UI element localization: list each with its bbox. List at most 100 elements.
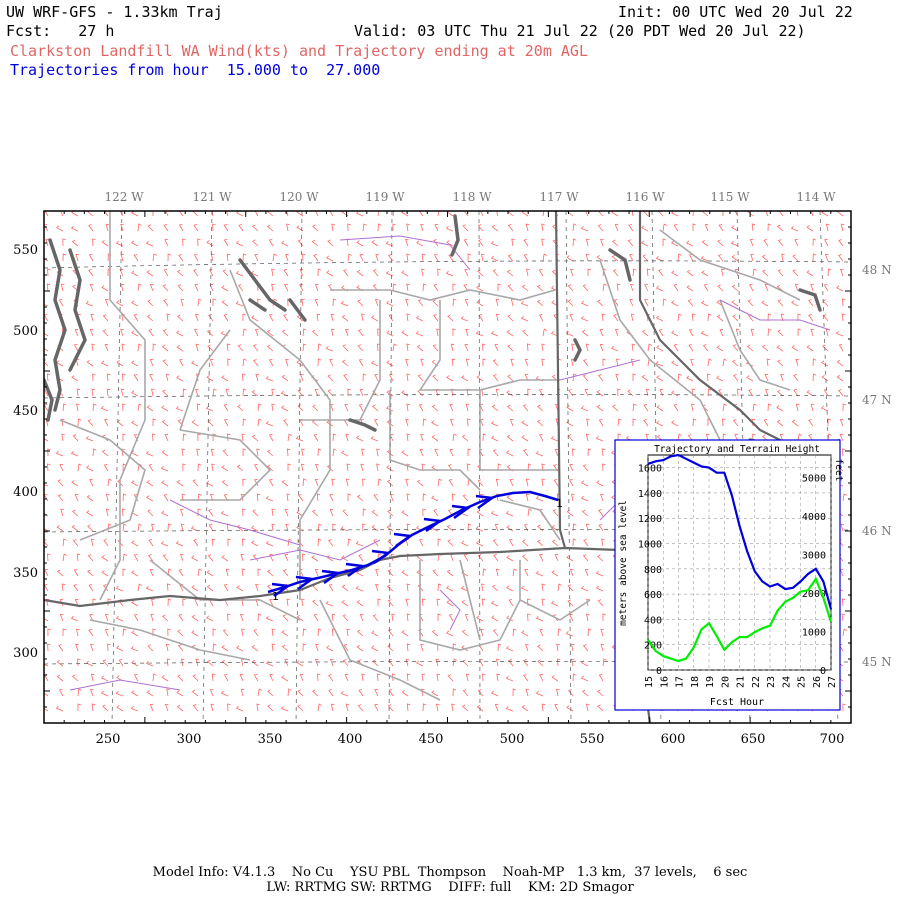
- wind-barb: [345, 329, 349, 337]
- wind-barb: [87, 524, 94, 532]
- wind-barb: [56, 659, 64, 667]
- wind-barb: [406, 313, 410, 322]
- wind-barb: [192, 674, 199, 682]
- wind-barb: [392, 343, 397, 352]
- wind-barb: [302, 628, 307, 637]
- wind-barb: [433, 254, 439, 262]
- wind-barb: [239, 673, 244, 682]
- wind-barb: [405, 658, 410, 667]
- wind-barb: [597, 224, 604, 232]
- wind-barb: [88, 584, 94, 592]
- wind-barb: [523, 449, 529, 457]
- wind-barb: [794, 238, 799, 247]
- wind-barb: [597, 299, 604, 307]
- wind-barb: [377, 478, 382, 487]
- wind-barb: [568, 389, 574, 397]
- wind-barb: [343, 374, 349, 382]
- wind-barb: [149, 568, 154, 577]
- wind-barb: [507, 374, 514, 382]
- wind-barb: [522, 554, 529, 562]
- wind-barb: [91, 343, 95, 352]
- wind-barb: [327, 389, 334, 397]
- grid-y-label: 300: [13, 646, 38, 661]
- wind-barb: [74, 598, 79, 607]
- wind-barb: [91, 703, 96, 712]
- wind-barb: [328, 584, 334, 592]
- wind-barb: [130, 646, 139, 652]
- wind-barb: [655, 285, 664, 292]
- wind-barb: [566, 555, 574, 562]
- wind-barb: [326, 270, 334, 277]
- wind-barb: [406, 523, 411, 532]
- wind-barb: [460, 316, 469, 322]
- wind-barb: [160, 465, 169, 472]
- wind-barb: [476, 300, 484, 307]
- wind-barb: [251, 644, 259, 652]
- wind-barb: [671, 300, 679, 307]
- wind-barb: [490, 690, 499, 697]
- wind-barb: [717, 254, 724, 262]
- lat-label: 45 N: [862, 655, 892, 669]
- wind-barb: [206, 659, 214, 667]
- wind-barb: [822, 344, 829, 352]
- wind-barb: [525, 644, 529, 652]
- wind-barb: [791, 300, 799, 307]
- wind-barb: [537, 539, 544, 547]
- wind-barb: [420, 358, 424, 367]
- wind-barb: [242, 478, 246, 487]
- wind-barb: [106, 373, 111, 382]
- wind-barb: [838, 389, 844, 397]
- wind-barb: [163, 224, 169, 232]
- wind-barb: [491, 224, 499, 232]
- wind-barb: [629, 298, 634, 307]
- wind-barb: [371, 360, 379, 367]
- wind-barb: [257, 688, 262, 697]
- wind-barb: [630, 313, 635, 322]
- wind-barb: [716, 300, 724, 307]
- wind-barb: [541, 463, 545, 472]
- wind-barb: [265, 495, 274, 502]
- wind-barb: [331, 613, 336, 622]
- trajectory-arrow: [393, 532, 414, 548]
- wind-barb: [196, 403, 201, 412]
- wind-barb: [242, 253, 247, 262]
- wind-barb: [296, 360, 304, 367]
- wind-barb: [60, 283, 65, 292]
- wind-barb: [704, 223, 709, 232]
- wind-barb: [797, 328, 802, 337]
- wind-barb: [104, 343, 109, 352]
- wind-barb: [422, 418, 427, 427]
- model-info-line1: Model Info: V4.1.3 No Cu YSU PBL Thompso…: [152, 865, 748, 880]
- wind-barb: [373, 539, 379, 547]
- wind-barb: [358, 404, 364, 412]
- wind-barb: [701, 239, 709, 247]
- wind-barb: [212, 643, 217, 652]
- wind-barb: [341, 584, 349, 592]
- wind-barb: [193, 539, 199, 547]
- wind-barb: [317, 673, 321, 682]
- wind-barb: [145, 660, 154, 667]
- wind-barb: [341, 314, 349, 322]
- wind-barb: [165, 643, 170, 652]
- wind-barb: [92, 373, 96, 382]
- wind-barb: [491, 404, 499, 412]
- wind-barb: [87, 569, 94, 577]
- wind-barb: [436, 598, 441, 607]
- wind-barb: [387, 509, 394, 517]
- wind-barb: [206, 240, 214, 247]
- wind-barb: [314, 298, 319, 307]
- wind-barb: [358, 329, 364, 337]
- wind-barb: [105, 299, 109, 307]
- wind-barb: [401, 270, 409, 277]
- wind-barb: [62, 238, 66, 247]
- wind-barb: [147, 224, 154, 232]
- trajectory-arrow: [345, 562, 366, 578]
- wind-barb: [599, 343, 604, 352]
- wind-barb: [44, 615, 49, 622]
- grid-x-label: 500: [500, 732, 525, 747]
- wind-barb: [431, 434, 439, 442]
- wind-barb: [387, 569, 394, 577]
- wind-barb: [193, 269, 199, 277]
- wind-barb: [600, 628, 604, 637]
- wind-barb: [418, 629, 424, 637]
